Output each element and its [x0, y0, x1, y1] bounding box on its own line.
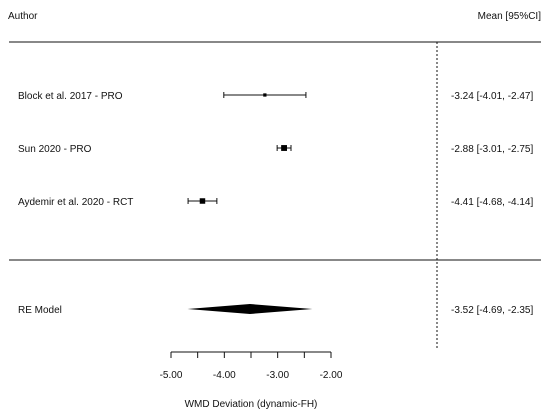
header-mean-ci: Mean [95%CI]: [478, 11, 542, 22]
x-tick-label: -4.00: [213, 370, 236, 381]
x-tick-label: -2.00: [320, 370, 343, 381]
study-row-1: Block et al. 2017 - PRO -3.24 [-4.01, -2…: [18, 91, 533, 102]
study-ci-text: -3.24 [-4.01, -2.47]: [451, 91, 533, 102]
header-author: Author: [8, 11, 38, 22]
point-estimate-box: [263, 93, 267, 97]
x-axis: -5.00 -4.00 -3.00 -2.00: [160, 351, 343, 381]
summary-diamond: [187, 304, 313, 314]
summary-row: RE Model -3.52 [-4.69, -2.35]: [18, 305, 533, 316]
point-estimate-box: [199, 198, 206, 204]
x-tick-label: -3.00: [266, 370, 289, 381]
study-label: Sun 2020 - PRO: [18, 144, 92, 155]
x-axis-title: WMD Deviation (dynamic-FH): [185, 399, 318, 410]
study-ci-text: -4.41 [-4.68, -4.14]: [451, 197, 533, 208]
x-tick-label: -5.00: [160, 370, 183, 381]
study-label: Block et al. 2017 - PRO: [18, 91, 123, 102]
summary-label: RE Model: [18, 305, 62, 316]
study-ci-text: -2.88 [-3.01, -2.75]: [451, 144, 533, 155]
study-label: Aydemir et al. 2020 - RCT: [18, 197, 133, 208]
summary-ci-text: -3.52 [-4.69, -2.35]: [451, 305, 533, 316]
study-row-2: Sun 2020 - PRO -2.88 [-3.01, -2.75]: [18, 144, 533, 155]
point-estimate-box: [281, 145, 287, 151]
study-row-3: Aydemir et al. 2020 - RCT -4.41 [-4.68, …: [18, 197, 533, 208]
chart-marks: [187, 92, 313, 314]
